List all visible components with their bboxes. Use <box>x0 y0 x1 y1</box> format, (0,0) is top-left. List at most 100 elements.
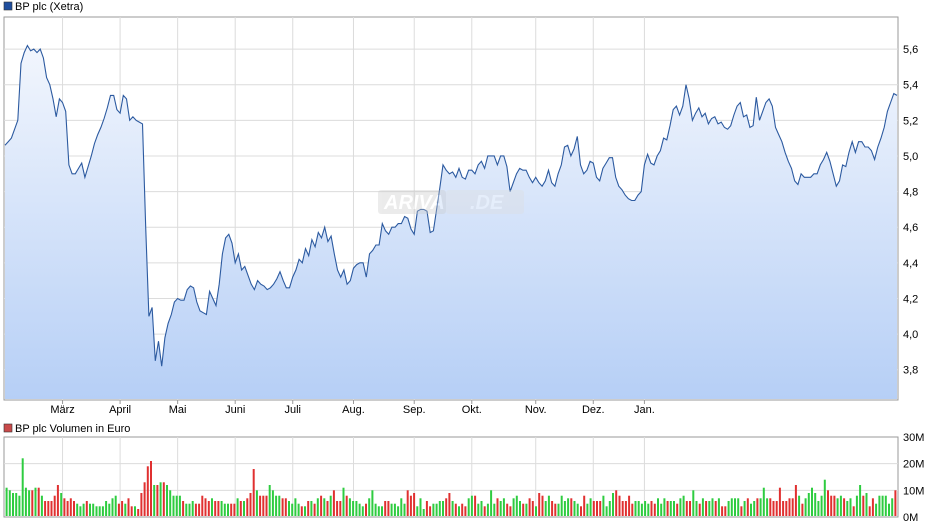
volume-bar <box>589 498 592 516</box>
volume-bar <box>519 501 521 516</box>
volume-bar <box>114 495 117 516</box>
price-y-tick-label: 5,0 <box>903 151 918 163</box>
volume-bar <box>146 466 149 516</box>
volume-bar <box>570 498 573 516</box>
volume-bar <box>153 485 156 516</box>
volume-bar <box>827 490 829 516</box>
volume-bar <box>166 485 168 516</box>
volume-bar <box>486 503 489 516</box>
volume-bar <box>217 501 220 516</box>
volume-bar <box>47 501 50 516</box>
volume-bar <box>544 501 547 516</box>
volume-bar <box>278 495 281 516</box>
price-x-tick-label: Jan. <box>634 404 655 416</box>
volume-bar <box>618 495 621 516</box>
volume-bar <box>573 501 576 516</box>
volume-bar <box>429 506 432 516</box>
volume-bar <box>612 493 614 516</box>
volume-bar <box>243 501 245 516</box>
volume-bar <box>8 490 11 516</box>
volume-bar <box>413 493 416 516</box>
volume-bar <box>409 495 412 516</box>
volume-bar <box>255 490 258 516</box>
price-line <box>4 44 898 367</box>
price-y-tick-label: 4,2 <box>903 293 918 305</box>
volume-bar <box>381 506 383 516</box>
volume-bar <box>352 501 355 516</box>
volume-bar <box>397 506 400 516</box>
volume-bar <box>846 501 849 516</box>
volume-bar <box>259 495 262 516</box>
volume-bar <box>586 503 589 516</box>
price-x-tick-label: April <box>109 404 131 416</box>
volume-y-axis: 0M 10M 20M 30M <box>903 432 924 524</box>
volume-bar <box>567 498 570 516</box>
volume-bar <box>798 495 801 516</box>
volume-bar <box>490 490 493 516</box>
volume-bar <box>807 493 810 516</box>
volume-bar <box>676 503 679 516</box>
volume-bar <box>227 503 229 516</box>
volume-bar <box>124 503 127 516</box>
price-y-tick-label: 5,6 <box>903 44 918 56</box>
volume-bar <box>576 503 579 516</box>
volume-bar <box>265 495 268 516</box>
volume-bar <box>737 498 740 516</box>
volume-bar <box>695 501 698 516</box>
volume-bar <box>888 503 890 516</box>
price-area <box>5 45 897 399</box>
volume-bar <box>727 501 730 516</box>
volume-bar <box>24 487 27 516</box>
volume-bar <box>865 493 868 516</box>
volume-bar <box>162 482 165 516</box>
volume-bar <box>297 503 300 516</box>
volume-bar <box>814 493 817 516</box>
volume-bar <box>717 498 720 516</box>
volume-bar <box>458 506 460 516</box>
volume-bar <box>689 501 691 516</box>
volume-bar <box>769 498 772 516</box>
volume-legend-label: BP plc Volumen in Euro <box>15 423 130 435</box>
volume-bar <box>583 495 586 516</box>
volume-bar <box>178 495 181 516</box>
volume-bar <box>31 490 34 516</box>
volume-bar <box>320 495 323 516</box>
volume-bar <box>313 503 316 516</box>
volume-bar <box>775 501 778 516</box>
volume-bar <box>599 501 602 516</box>
volume-bar <box>766 498 769 516</box>
volume-bar <box>220 501 223 516</box>
volume-bar <box>560 495 563 516</box>
volume-bar <box>300 506 303 516</box>
volume-bar <box>403 503 406 516</box>
volume-bar <box>5 487 8 516</box>
volume-bar <box>708 501 711 516</box>
volume-bar <box>230 503 233 516</box>
volume-bar <box>753 501 756 516</box>
volume-bar <box>535 506 537 516</box>
volume-bar <box>750 503 752 516</box>
volume-bar <box>262 495 265 516</box>
price-legend-swatch <box>3 1 13 11</box>
volume-bar <box>85 501 88 516</box>
volume-bar <box>400 498 403 516</box>
volume-bar <box>271 490 274 516</box>
volume-bar <box>839 495 842 516</box>
volume-bar <box>448 493 451 516</box>
volume-bar <box>791 498 794 516</box>
volume-bar <box>294 498 297 516</box>
volume-bar <box>310 501 313 516</box>
volume-bar <box>368 498 371 516</box>
volume-bar <box>323 498 326 516</box>
volume-bars <box>5 458 897 516</box>
volume-bar <box>371 490 374 516</box>
watermark-logo: ARIVA .DE <box>378 190 524 214</box>
volume-bar <box>214 501 217 516</box>
volume-bar <box>499 501 502 516</box>
price-x-tick-label: Nov. <box>525 404 547 416</box>
volume-bar <box>454 503 457 516</box>
volume-bar <box>547 495 550 516</box>
price-x-tick-label: Dez. <box>582 404 605 416</box>
volume-bar <box>628 495 631 516</box>
